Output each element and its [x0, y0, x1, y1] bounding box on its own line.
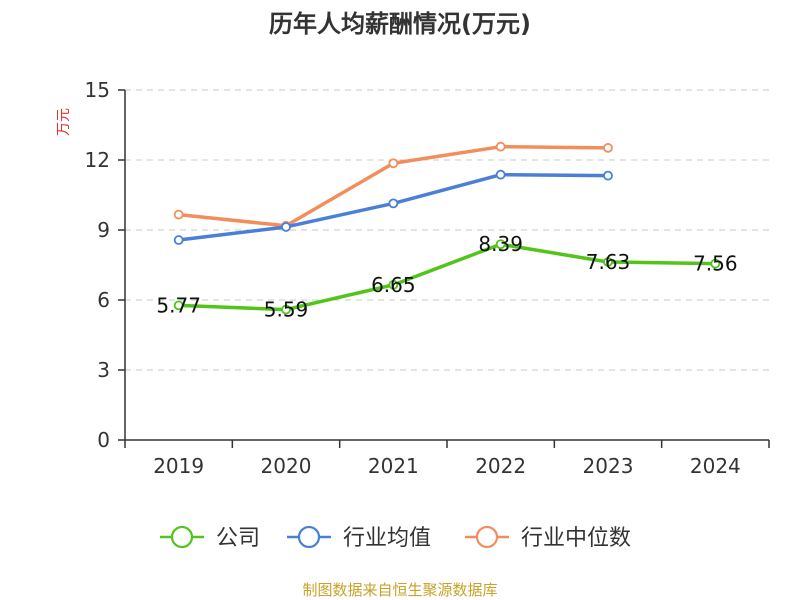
grid-lines: [125, 89, 769, 371]
legend-label-2: 行业中位数: [521, 526, 631, 551]
x-tick-label-2019: 2019: [153, 454, 204, 478]
y-tick-label-3: 3: [97, 358, 110, 382]
series-lines: [173, 141, 721, 315]
data-label-2020: 5.59: [264, 298, 309, 322]
data-label-2023: 7.63: [586, 250, 631, 274]
point-2-2021: [388, 158, 399, 169]
point-0-2020: [281, 304, 291, 315]
y-axis-label: 万元: [56, 108, 72, 136]
legend-item-1: 行业均值: [287, 525, 431, 551]
data-label-2024: 7.56: [693, 252, 738, 276]
source-note: 制图数据来自恒生聚源数据库: [302, 581, 497, 599]
axes: 0 3 6 9 12 15 2019 2020 2021 2022 2023 2024: [85, 78, 770, 478]
point-0-2024: [710, 258, 721, 269]
point-0-2023: [603, 257, 613, 267]
legend-marker-2: [475, 525, 499, 549]
series-1: [173, 169, 613, 245]
legend-item-0: 公司: [160, 525, 260, 551]
point-1-2020: [281, 222, 291, 232]
point-0-2019: [173, 300, 184, 311]
legend-item-2: 行业中位数: [465, 525, 631, 551]
point-1-2019: [173, 235, 184, 245]
legend-marker-1: [297, 525, 321, 549]
x-tick-label-2021: 2021: [368, 454, 419, 478]
point-1-2021: [388, 198, 399, 209]
point-2-2019: [173, 209, 184, 220]
y-tick-label-0: 0: [97, 428, 110, 452]
point-2-2022: [495, 141, 506, 152]
series-2: [173, 141, 613, 231]
x-tick-label-2022: 2022: [475, 454, 526, 478]
point-2-2023: [603, 142, 613, 153]
chart-title: 历年人均薪酬情况(万元): [269, 10, 531, 38]
x-tick-label-2024: 2024: [690, 454, 741, 478]
y-tick-label-6: 6: [97, 288, 110, 312]
y-tick-label-15: 15: [85, 78, 110, 102]
data-label-2021: 6.65: [371, 273, 416, 297]
data-labels: 5.77 5.59 6.65 8.39 7.63 7.56: [156, 232, 737, 321]
legend: 公司 行业均值 行业中位数: [160, 525, 631, 551]
legend-label-0: 公司: [216, 526, 260, 551]
series-line-0: [178, 242, 716, 312]
y-tick-label-9: 9: [97, 218, 110, 242]
x-tick-label-2023: 2023: [583, 454, 634, 478]
legend-label-1: 行业均值: [343, 526, 431, 551]
point-0-2021: [388, 279, 399, 290]
point-1-2022: [495, 169, 506, 180]
y-tick-label-12: 12: [85, 148, 110, 172]
point-0-2022: [495, 239, 506, 250]
point-1-2023: [603, 170, 613, 181]
data-label-2022: 8.39: [478, 232, 523, 256]
legend-marker-0: [170, 525, 194, 549]
series-0: [173, 239, 721, 315]
x-tick-label-2020: 2020: [261, 454, 312, 478]
data-label-2019: 5.77: [156, 293, 201, 317]
